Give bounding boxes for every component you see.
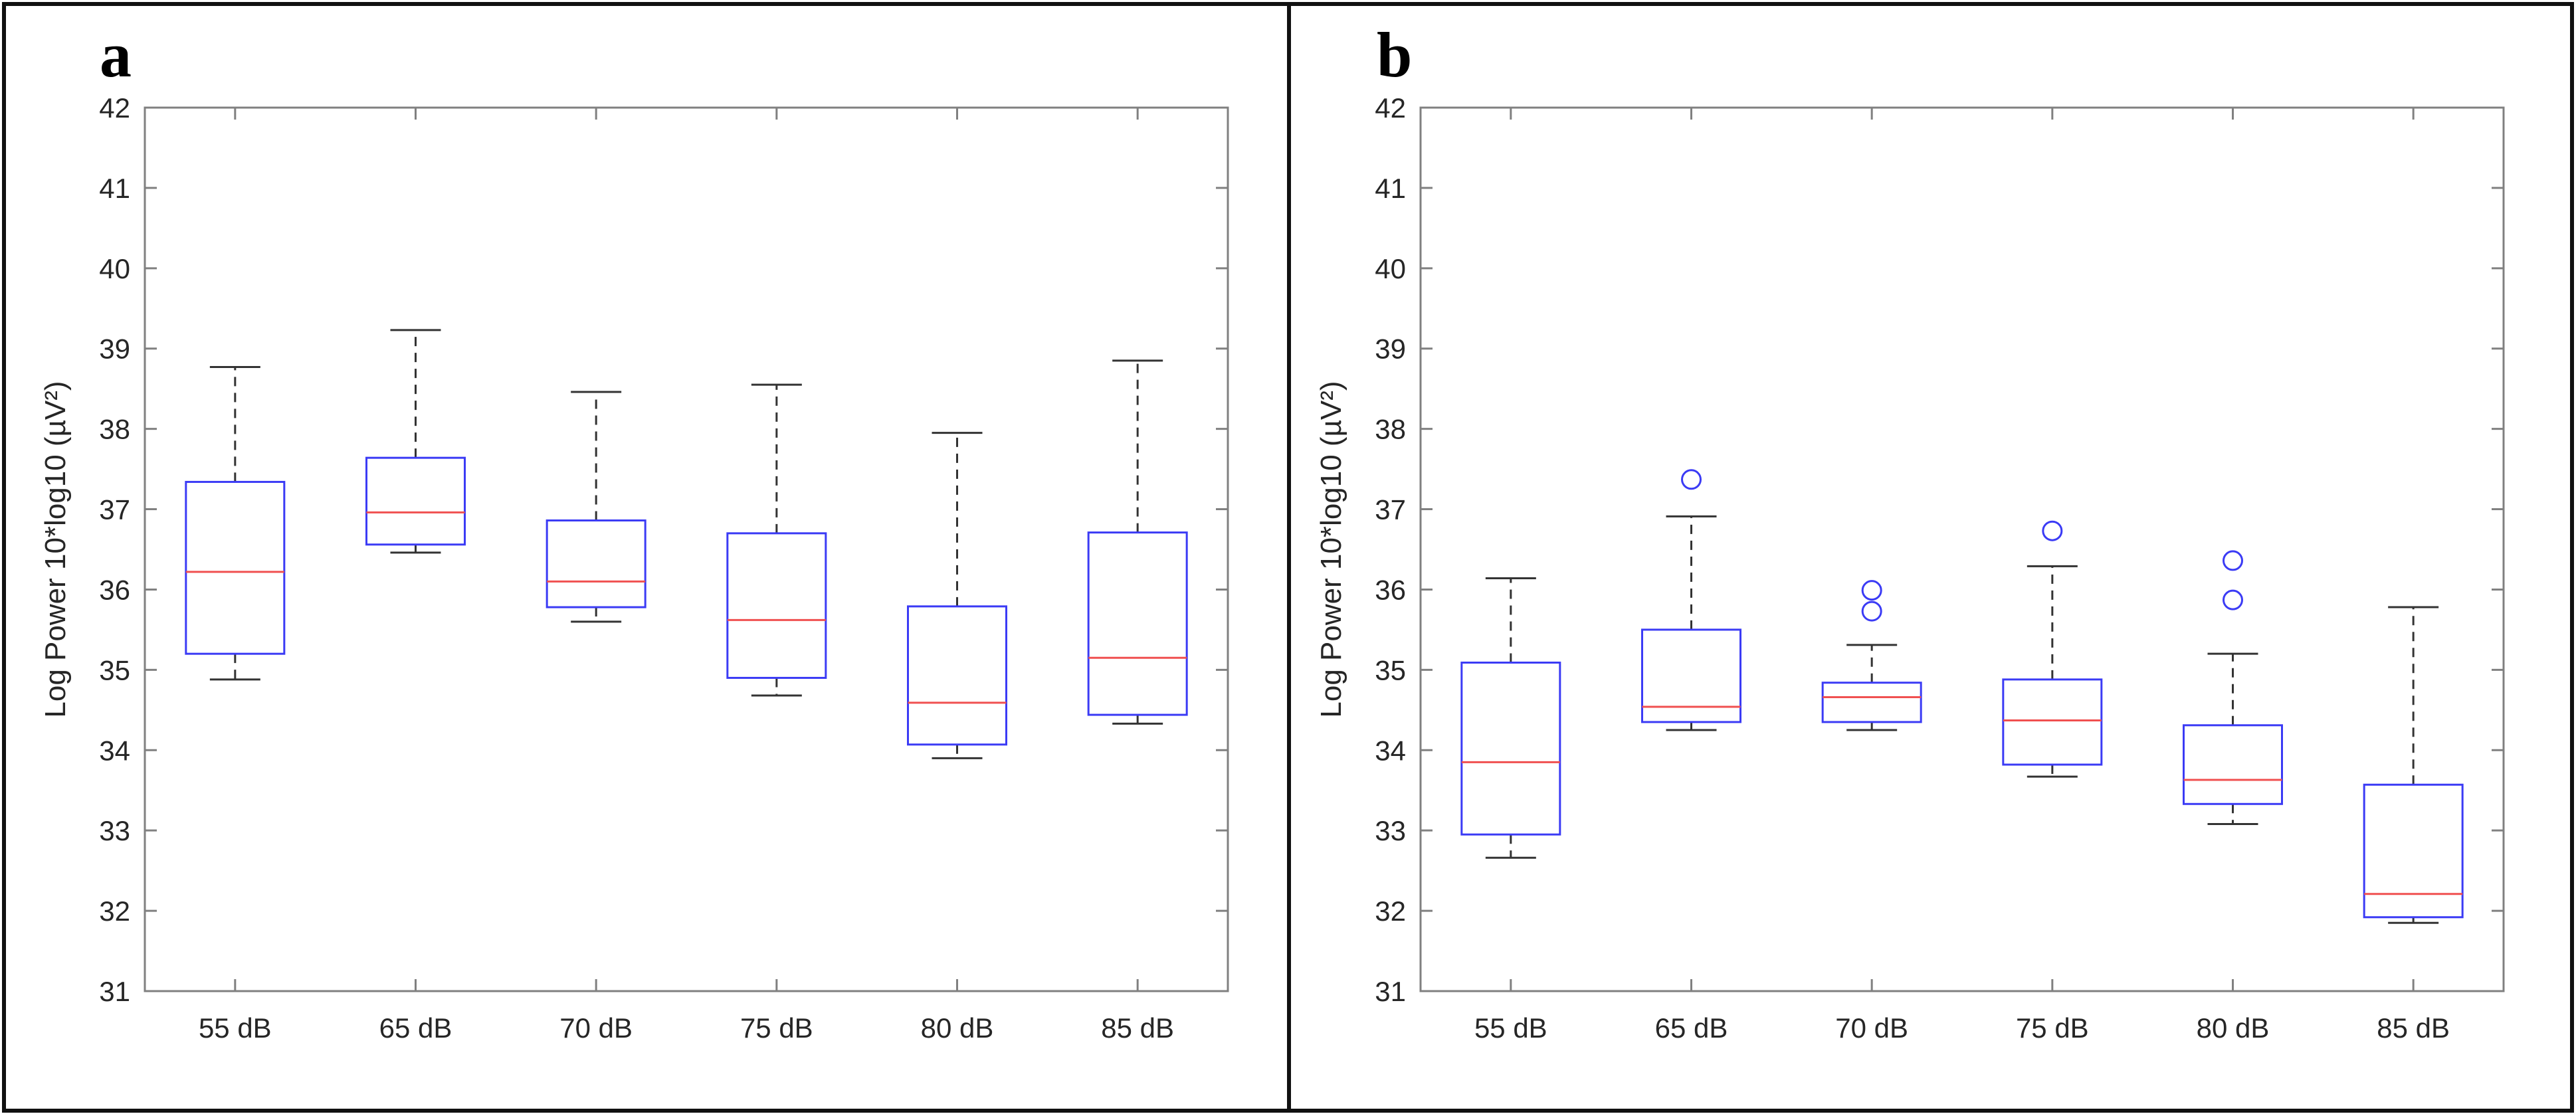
y-tick-label: 38	[99, 414, 130, 445]
y-tick-label: 40	[1375, 253, 1406, 284]
box-75-db	[2002, 520, 2103, 778]
y-tick-label: 40	[99, 253, 130, 284]
chart-panel-b: 31 32 33 34 35 36 37 38 39 40 41 42 55 dB 65 dB 70 dB 7…	[1315, 92, 2505, 1044]
box-70-db	[545, 391, 646, 623]
y-tick-label: 35	[99, 654, 130, 686]
panel-b-label: b	[1377, 19, 1412, 90]
box-55-db	[1460, 577, 1561, 859]
y-tick-label: 37	[99, 494, 130, 525]
y-tick-label: 36	[1375, 574, 1406, 605]
iqr-box	[1087, 531, 1188, 716]
plot-area-frame	[144, 106, 1229, 992]
iqr-box	[907, 605, 1007, 746]
box-80-db	[907, 432, 1007, 759]
panel-b-frame	[1287, 2, 2574, 1113]
y-tick-label: 33	[1375, 815, 1406, 846]
x-tick-label: 65 dB	[1655, 1012, 1728, 1044]
box-65-db	[1641, 469, 1741, 731]
iqr-box	[2002, 678, 2103, 766]
y-tick-label: 39	[99, 333, 130, 365]
y-tick-label: 42	[1375, 92, 1406, 124]
y-tick-label: 31	[99, 976, 130, 1007]
y-axis-label: Log Power 10*log10 (µV²)	[39, 381, 72, 717]
iqr-box	[545, 519, 646, 608]
box-85-db	[1087, 359, 1188, 725]
box-75-db	[726, 383, 827, 697]
x-tick-label: 80 dB	[2197, 1012, 2270, 1044]
y-tick-label: 34	[99, 735, 130, 766]
outlier-point	[1681, 469, 1702, 490]
outlier-point	[2042, 520, 2063, 541]
box-70-db	[1821, 580, 1922, 731]
y-tick-label: 38	[1375, 414, 1406, 445]
outlier-point	[2223, 589, 2243, 610]
iqr-box	[2183, 724, 2283, 805]
x-tick-label: 55 dB	[1474, 1012, 1547, 1044]
y-tick-label: 31	[1375, 976, 1406, 1007]
x-tick-label: 75 dB	[2016, 1012, 2089, 1044]
x-tick-label: 70 dB	[559, 1012, 633, 1044]
y-axis-label: Log Power 10*log10 (µV²)	[1315, 381, 1347, 717]
y-tick-label: 37	[1375, 494, 1406, 525]
y-tick-label: 34	[1375, 735, 1406, 766]
x-tick-label: 85 dB	[1101, 1012, 1174, 1044]
iqr-box	[2363, 783, 2464, 919]
y-tick-label: 42	[99, 92, 130, 124]
iqr-box	[1641, 628, 1741, 723]
iqr-box	[365, 456, 466, 546]
y-tick-label: 35	[1375, 654, 1406, 686]
box-55-db	[185, 366, 286, 681]
iqr-box	[726, 532, 827, 679]
plot-area-frame	[1419, 106, 2505, 992]
x-tick-label: 75 dB	[740, 1012, 813, 1044]
y-tick-label: 33	[99, 815, 130, 846]
y-tick-label: 32	[99, 895, 130, 927]
box-85-db	[2363, 606, 2464, 924]
chart-panel-a: 31 32 33 34 35 36 37 38 39 40 41 42 55 dB 65 dB 70 dB 7…	[39, 92, 1229, 1044]
y-tick-label: 39	[1375, 333, 1406, 365]
x-tick-label: 70 dB	[1835, 1012, 1908, 1044]
x-tick-label: 85 dB	[2377, 1012, 2450, 1044]
outlier-point	[1861, 580, 1882, 601]
y-tick-label: 41	[1375, 173, 1406, 204]
iqr-box	[1460, 661, 1561, 836]
panel-a-label: a	[100, 19, 132, 90]
y-tick-label: 36	[99, 574, 130, 605]
y-tick-label: 41	[99, 173, 130, 204]
outlier-point	[2223, 550, 2243, 571]
y-tick-label: 32	[1375, 895, 1406, 927]
iqr-box	[1821, 682, 1922, 723]
box-80-db	[2183, 550, 2283, 826]
x-tick-label: 65 dB	[379, 1012, 452, 1044]
outlier-point	[1861, 601, 1882, 622]
box-65-db	[365, 329, 466, 554]
x-tick-label: 80 dB	[921, 1012, 994, 1044]
x-tick-label: 55 dB	[199, 1012, 272, 1044]
iqr-box	[185, 480, 286, 655]
